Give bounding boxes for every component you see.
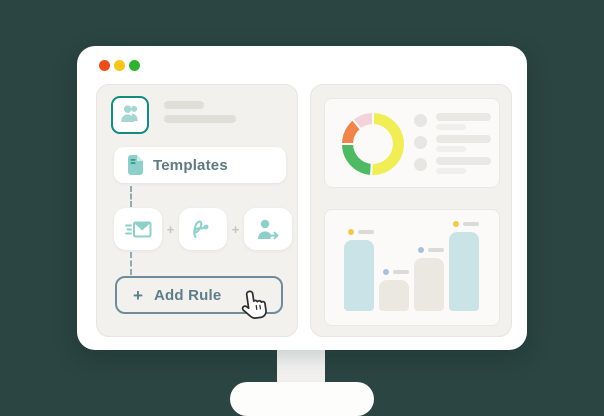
signature-icon (191, 219, 216, 239)
bar-point-label (383, 269, 409, 275)
signature-button[interactable] (179, 208, 227, 250)
zoom-button[interactable] (129, 60, 140, 71)
close-button[interactable] (99, 60, 110, 71)
dashboard-panel (310, 84, 512, 337)
bar-point-label (453, 221, 479, 227)
point-dot-icon (453, 221, 459, 227)
point-dot-icon (348, 229, 354, 235)
users-icon (119, 102, 142, 128)
hand-pointer-cursor (238, 287, 273, 328)
donut-segment (369, 110, 406, 177)
plus-separator: + (231, 221, 240, 237)
user-forward-icon (255, 219, 281, 240)
legend-row (414, 157, 491, 174)
workflow-step-row: + + (114, 208, 292, 250)
point-dot-icon (383, 269, 389, 275)
placeholder-line (164, 115, 236, 123)
legend-row (414, 135, 491, 152)
monitor-stand-neck (277, 348, 325, 386)
placeholder-line (428, 248, 444, 252)
send-mail-button[interactable] (114, 208, 162, 250)
bar (449, 232, 479, 311)
user-forward-button[interactable] (244, 208, 292, 250)
legend-row (414, 113, 491, 130)
illustration-background: { "window": { "traffic_lights": [ {"name… (77, 46, 527, 416)
placeholder-line (393, 270, 409, 274)
placeholder-line (463, 222, 479, 226)
templates-button[interactable]: Templates (114, 147, 286, 183)
monitor-stand-base (230, 382, 374, 416)
workflow-panel: Templates + (96, 84, 298, 337)
plus-separator: + (166, 221, 175, 237)
bar (379, 280, 409, 311)
connector-dashed-line (130, 252, 132, 275)
connector-dashed-line (130, 186, 132, 207)
bar-group (414, 247, 444, 311)
donut-segment (339, 143, 373, 178)
point-dot-icon (418, 247, 424, 253)
add-rule-button[interactable]: + Add Rule (115, 276, 283, 314)
bar (414, 258, 444, 311)
bar-group (449, 221, 479, 311)
placeholder-line (164, 101, 204, 109)
bar (344, 240, 374, 311)
legend-dot (414, 114, 427, 127)
donut-chart (339, 110, 406, 178)
bar-point-label (348, 229, 374, 235)
plus-icon: + (133, 285, 143, 305)
bar-group (379, 269, 409, 311)
audience-node[interactable] (111, 96, 149, 134)
bar-chart (344, 221, 479, 311)
donut-segment (351, 110, 374, 131)
minimize-button[interactable] (114, 60, 125, 71)
legend-dot (414, 136, 427, 149)
donut-chart-card (324, 98, 500, 188)
templates-label: Templates (153, 156, 228, 174)
file-text-icon (127, 155, 143, 175)
placeholder-line (358, 230, 374, 234)
monitor-window: Templates + (77, 46, 527, 350)
add-rule-label: Add Rule (153, 286, 222, 304)
bar-chart-card (324, 209, 500, 326)
bar-point-label (418, 247, 444, 253)
send-mail-icon (124, 220, 152, 239)
legend-dot (414, 158, 427, 171)
traffic-lights (99, 60, 140, 71)
bar-group (344, 229, 374, 311)
chart-legend (414, 113, 491, 179)
